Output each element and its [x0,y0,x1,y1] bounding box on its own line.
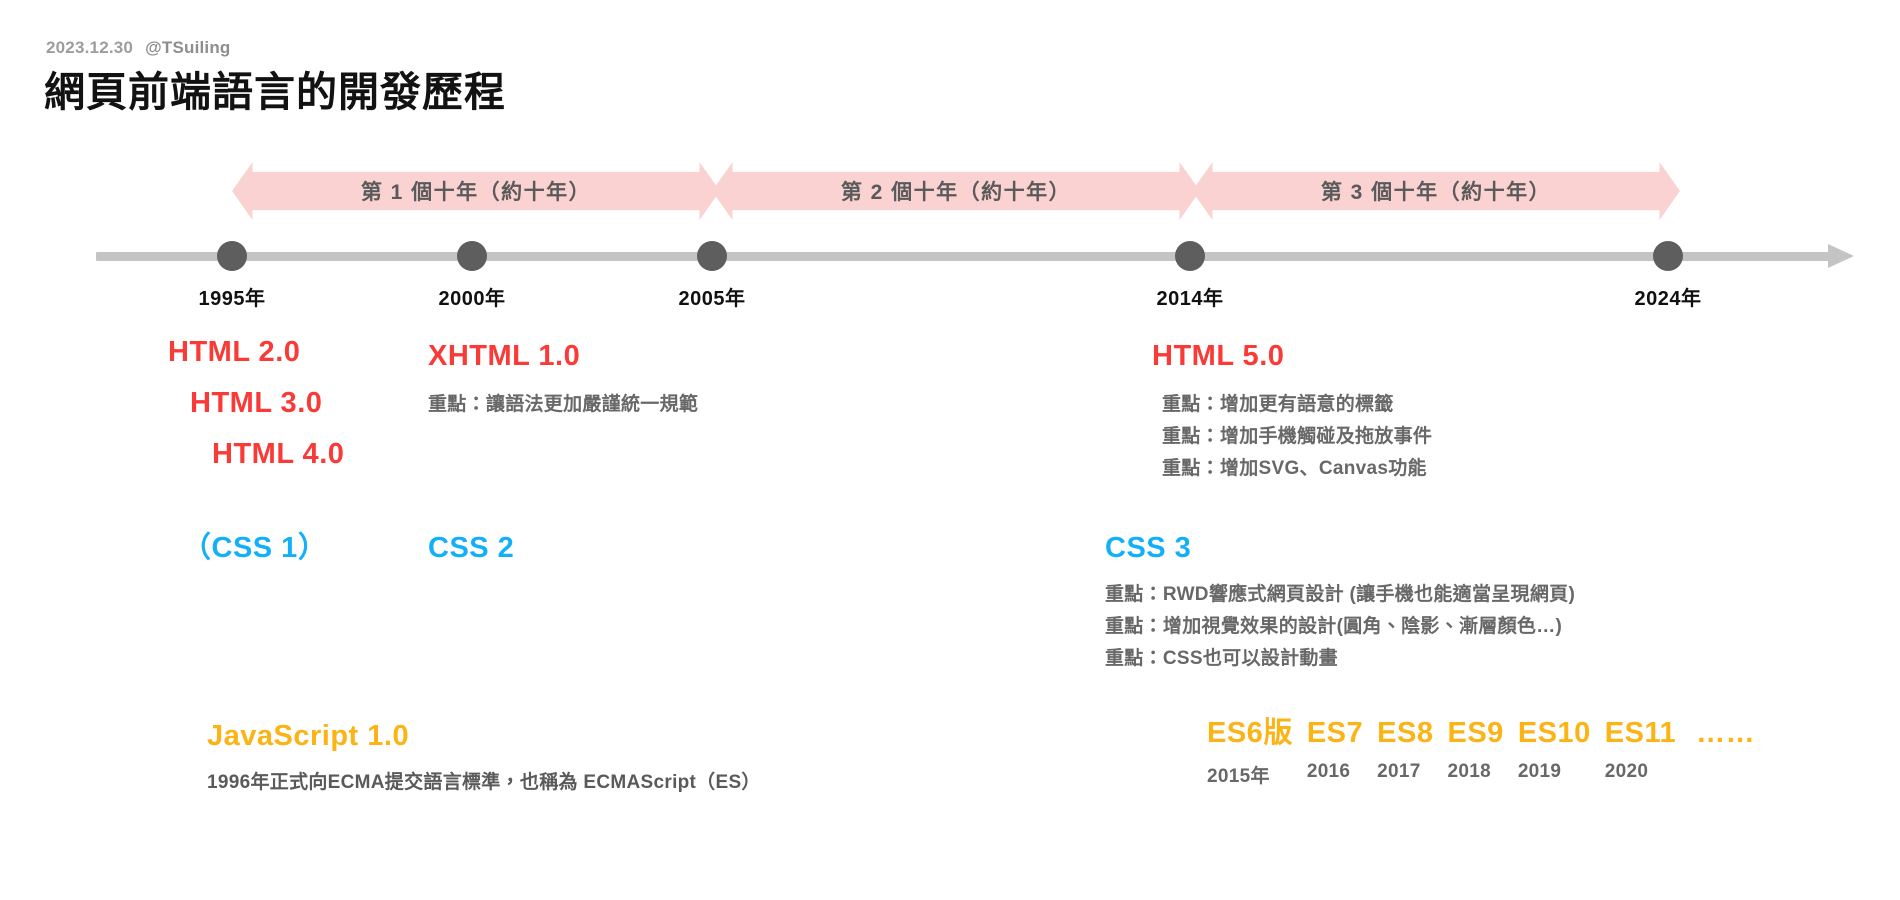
html5-title: HTML 5.0 [1152,340,1285,372]
timeline-dot-2024年 [1653,241,1683,271]
css2-title: CSS 2 [428,532,515,564]
es-version-name-6: ES11 [1604,717,1677,749]
html5-block: HTML 5.0 重點：增加更有語意的標籤 重點：增加手機觸碰及拖放事件 重點：… [1152,338,1432,485]
es-version-year-1: 2015年 [1207,765,1270,787]
xhtml-block: XHTML 1.0 重點：讓語法更加嚴謹統一規範 [428,338,698,421]
es-version-column-1: ES6版 2015年 [1207,717,1293,788]
timeline-dot-2005年 [697,241,727,271]
css3-note-1: 重點：RWD響應式網頁設計 (讓手機也能適當呈現網頁) [1105,584,1576,606]
javascript-block: JavaScript 1.0 1996年正式向ECMA提交語言標準，也稱為 EC… [207,718,761,799]
es-version-column-5: ES10 2019 [1517,717,1591,783]
css1-title: （CSS 1） [182,532,328,564]
timeline-dot-2014年 [1175,241,1205,271]
css3-title: CSS 3 [1105,532,1192,564]
es-version-year-4: 2018 [1447,760,1491,782]
es-version-year-2: 2016 [1306,760,1351,782]
es-version-column-2: ES7 2016 [1306,717,1364,783]
timeline-arrowhead-icon [1828,244,1854,268]
xhtml-title: XHTML 1.0 [428,340,581,372]
decade-label-2: 第 2 個十年（約十年） [840,181,1072,204]
decade-arrow-3: 第 3 個十年（約十年） [1192,162,1680,220]
timeline-year-label-3: 2005年 [678,288,746,310]
timeline-year-label-4: 2014年 [1156,288,1224,310]
es-version-name-2: ES7 [1306,717,1364,749]
javascript-note: 1996年正式向ECMA提交語言標準，也稱為 ECMAScript（ES） [207,772,761,794]
es-version-name-4: ES9 [1447,717,1504,749]
es-version-name-3: ES8 [1377,717,1434,749]
es-version-column-3: ES8 2017 [1377,717,1434,783]
ecmascript-version-row: ES6版 2015年 ES7 2016 ES8 2017 ES9 2018 ES10 2019 ES… [1207,717,1756,788]
es-version-year-5: 2019 [1517,760,1562,782]
html-version-stack: HTML 2.0 HTML 3.0 HTML 4.0 [168,338,344,491]
es-version-column-6: ES11 2020 [1604,717,1677,783]
html5-note-1: 重點：增加更有語意的標籤 [1162,394,1394,416]
css3-note-2: 重點：增加視覺效果的設計(圓角、陰影、漸層顏色…) [1105,616,1563,638]
html5-note-2: 重點：增加手機觸碰及拖放事件 [1162,426,1433,448]
byline-date: 2023.12.30 [46,38,134,57]
timeline-year-label-5: 2024年 [1634,288,1702,310]
timeline-dot-2000年 [457,241,487,271]
page-title: 網頁前端語言的開發歷程 [44,69,506,115]
byline-author: @TSuiling [145,38,231,57]
es-version-year-3: 2017 [1377,760,1421,782]
css2-block: CSS 2 [428,530,514,566]
timeline-axis [96,252,1836,261]
html-version-2: HTML 3.0 [190,387,323,419]
timeline-year-label-2: 2000年 [438,288,506,310]
es-version-column-4: ES9 2018 [1447,717,1504,783]
css1-block: （CSS 1） [182,530,327,566]
es-version-name-1: ES6版 [1207,717,1293,749]
html5-note-3: 重點：增加SVG、Canvas功能 [1162,458,1427,480]
timeline-year-label-1: 1995年 [198,288,266,310]
decade-label-3: 第 3 個十年（約十年） [1320,181,1552,204]
xhtml-note: 重點：讓語法更加嚴謹統一規範 [428,394,699,416]
css3-note-3: 重點：CSS也可以設計動畫 [1105,648,1338,670]
decade-arrow-1: 第 1 個十年（約十年） [232,162,720,220]
html-version-1: HTML 2.0 [168,336,301,368]
es-version-column-7: …… [1696,717,1756,761]
es-version-name-5: ES10 [1517,717,1591,749]
decade-label-1: 第 1 個十年（約十年） [360,181,592,204]
html-version-3: HTML 4.0 [212,438,345,470]
byline: 2023.12.30 @TSuiling [46,38,231,58]
javascript-title: JavaScript 1.0 [207,720,410,752]
timeline-dot-1995年 [217,241,247,271]
decade-arrow-2: 第 2 個十年（約十年） [712,162,1200,220]
es-version-name-7: …… [1696,717,1756,749]
es-version-year-6: 2020 [1604,760,1649,782]
css3-block: CSS 3 重點：RWD響應式網頁設計 (讓手機也能適當呈現網頁) 重點：增加視… [1105,530,1575,675]
